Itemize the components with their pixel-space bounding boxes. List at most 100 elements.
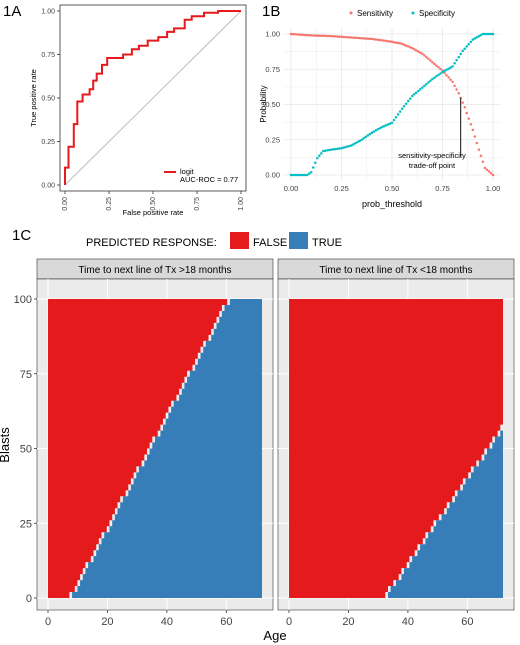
threshold-x-tick-label: 0.50	[385, 184, 400, 193]
legend-specificity-label: Specificity	[419, 9, 455, 18]
sensitivity-point	[443, 71, 446, 75]
specificity-point	[382, 124, 386, 128]
sensitivity-point	[463, 106, 466, 109]
legend-true-label: TRUE	[312, 237, 342, 249]
heatmap-x-tick-label: 20	[101, 616, 113, 628]
threshold-chart: sensitivity-specificity trade-off point …	[259, 9, 501, 209]
roc-y-tick-label: 1.00	[41, 9, 55, 16]
sensitivity-point	[406, 45, 410, 48]
specificity-point	[380, 125, 384, 129]
sensitivity-point	[370, 37, 374, 41]
specificity-point	[307, 172, 311, 175]
sensitivity-point	[374, 38, 378, 41]
sensitivity-point	[299, 33, 303, 36]
specificity-point	[471, 38, 475, 41]
specificity-point	[429, 79, 432, 83]
sensitivity-point	[479, 154, 483, 157]
roc-x-tick-label: 0.00	[62, 197, 69, 211]
sensitivity-point	[431, 60, 434, 64]
sensitivity-point	[380, 39, 384, 42]
specificity-point	[293, 173, 297, 177]
specificity-point	[437, 73, 440, 77]
threshold-x-tick-label: 1.00	[486, 184, 501, 193]
sensitivity-point	[305, 33, 309, 37]
specificity-point	[334, 147, 337, 151]
sensitivity-point	[348, 36, 351, 39]
specificity-point	[477, 35, 481, 38]
specificity-point	[346, 145, 349, 148]
heatmap-x-axis-label: Age	[263, 628, 286, 643]
specificity-point	[419, 88, 422, 91]
threshold-y-axis-label: Probability	[259, 85, 268, 122]
sensitivity-point	[330, 34, 333, 38]
heatmap-y-tick-label: 75	[20, 369, 32, 381]
specificity-point	[410, 94, 414, 98]
sensitivity-point	[491, 173, 495, 177]
specificity-point	[311, 166, 315, 169]
specificity-point	[374, 129, 378, 132]
specificity-point	[406, 99, 410, 103]
specificity-point	[356, 140, 359, 144]
sensitivity-point	[412, 47, 416, 51]
roc-legend-label: logit	[180, 167, 195, 176]
sensitivity-point	[400, 42, 404, 46]
facet-left-label: Time to next line of Tx >18 months	[78, 265, 231, 276]
sensitivity-point	[316, 34, 319, 37]
sensitivity-point	[354, 36, 357, 40]
specificity-point	[338, 147, 341, 150]
roc-y-tick-label: 0.00	[41, 183, 55, 190]
sensitivity-point	[483, 166, 487, 170]
sensitivity-point	[455, 88, 458, 91]
specificity-point	[451, 65, 454, 68]
threshold-y-tick-label: 0.50	[265, 100, 280, 109]
sensitivity-point	[366, 37, 370, 40]
sensitivity-point	[439, 67, 442, 71]
facet-right-true-region	[289, 424, 503, 598]
heatmap-y-tick-label: 25	[20, 518, 32, 530]
specificity-point	[316, 156, 319, 160]
sensitivity-point	[461, 101, 464, 104]
specificity-point	[421, 86, 424, 89]
sensitivity-point	[445, 73, 448, 77]
specificity-point	[386, 123, 390, 126]
specificity-point	[414, 91, 418, 94]
sensitivity-point	[473, 135, 477, 138]
specificity-point	[455, 58, 458, 62]
sensitivity-point	[435, 64, 438, 67]
roc-y-tick-label: 0.50	[41, 96, 55, 103]
threshold-y-tick-label: 1.00	[265, 30, 280, 39]
sensitivity-point	[384, 39, 388, 43]
specificity-point	[447, 67, 450, 70]
sensitivity-point	[362, 37, 365, 40]
specificity-point	[491, 32, 495, 36]
roc-y-tick-label: 0.75	[41, 52, 55, 59]
sensitivity-point	[447, 76, 450, 79]
heatmap-chart: PREDICTED RESPONSE: FALSE TRUE Time to n…	[0, 232, 515, 643]
sensitivity-point	[475, 141, 479, 145]
specificity-point	[309, 170, 313, 174]
panel-label-1a: 1A	[3, 3, 21, 20]
specificity-point	[398, 110, 402, 113]
specificity-point	[423, 84, 426, 88]
specificity-point	[400, 107, 404, 110]
sensitivity-point	[425, 55, 428, 59]
sensitivity-point	[295, 33, 299, 36]
specificity-point	[465, 45, 468, 48]
specificity-point	[431, 77, 434, 81]
sensitivity-point	[311, 34, 315, 37]
specificity-point	[439, 72, 442, 75]
facet-left: Time to next line of Tx >18 months	[36, 258, 274, 611]
sensitivity-point	[364, 37, 367, 40]
heatmap-x-tick-label: 20	[342, 616, 354, 628]
specificity-point	[330, 148, 333, 151]
roc-y-tick-label: 0.25	[41, 139, 55, 146]
specificity-point	[443, 69, 446, 73]
roc-curve	[64, 10, 241, 185]
specificity-point	[336, 147, 339, 151]
sensitivity-point	[289, 32, 293, 36]
specificity-point	[475, 36, 479, 39]
sensitivity-point	[318, 34, 321, 37]
heatmap-x-tick-label: 0	[45, 616, 51, 628]
specificity-point	[463, 47, 466, 50]
specificity-point	[320, 152, 323, 155]
